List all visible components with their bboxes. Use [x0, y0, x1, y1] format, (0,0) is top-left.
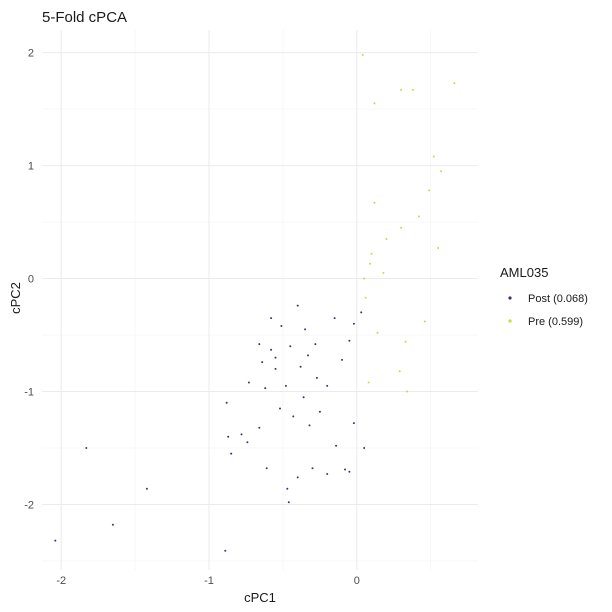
- data-point: [364, 296, 367, 299]
- y-tick-label: 1: [28, 161, 34, 173]
- data-point: [363, 447, 366, 449]
- data-point: [302, 396, 305, 399]
- data-point: [279, 407, 281, 410]
- x-tick-label: -2: [56, 575, 66, 587]
- data-point: [304, 328, 307, 331]
- data-point: [296, 304, 299, 307]
- data-point: [453, 82, 456, 85]
- legend-key-pre: [508, 319, 512, 323]
- data-point: [412, 88, 414, 91]
- data-point: [286, 487, 289, 490]
- data-point: [326, 384, 329, 387]
- data-point: [333, 317, 336, 320]
- x-tick-label: -1: [204, 575, 214, 587]
- data-point: [432, 155, 435, 158]
- data-point: [382, 271, 385, 274]
- data-point: [318, 410, 321, 413]
- data-point: [274, 356, 277, 359]
- data-point: [348, 470, 351, 473]
- data-point: [352, 422, 355, 425]
- data-point: [224, 549, 227, 552]
- data-point: [400, 88, 403, 91]
- data-point: [440, 170, 443, 173]
- data-point: [246, 441, 249, 444]
- data-point: [423, 320, 426, 323]
- data-point: [404, 340, 407, 343]
- data-point: [417, 215, 420, 218]
- data-point: [348, 339, 351, 342]
- legend-label-pre: Pre (0.599): [528, 316, 583, 328]
- data-point: [360, 311, 363, 314]
- data-point: [230, 452, 233, 455]
- data-point: [258, 426, 261, 429]
- data-point: [369, 262, 372, 265]
- data-point: [398, 370, 401, 373]
- data-point: [352, 322, 355, 325]
- data-point: [373, 201, 376, 204]
- y-tick-label: -2: [24, 499, 34, 511]
- data-point: [258, 343, 261, 346]
- data-point: [326, 473, 329, 475]
- y-tick-label: -1: [24, 387, 34, 399]
- data-point: [308, 424, 311, 427]
- x-tick-label: 0: [354, 575, 360, 587]
- axis-ticks: -2 -1 0 -2 -1 0 1 2: [24, 48, 360, 587]
- data-point: [111, 523, 114, 526]
- data-point: [385, 238, 388, 240]
- data-point: [314, 343, 317, 346]
- data-point: [270, 317, 273, 320]
- data-point: [373, 102, 376, 105]
- data-point: [264, 387, 267, 390]
- data-point: [54, 539, 57, 542]
- data-point: [335, 444, 338, 447]
- y-tick-label: 2: [28, 48, 34, 60]
- data-point: [307, 354, 309, 357]
- data-point: [145, 487, 148, 490]
- legend-title: AML035: [500, 265, 548, 280]
- data-point: [428, 189, 431, 192]
- data-point: [225, 401, 228, 404]
- chart-title: 5-Fold cPCA: [42, 9, 127, 26]
- y-axis-label: cPC2: [8, 282, 23, 314]
- y-tick-label: 0: [28, 274, 34, 286]
- data-point: [265, 467, 268, 470]
- data-point: [296, 476, 299, 479]
- data-point: [367, 381, 370, 384]
- data-points: [54, 53, 456, 552]
- data-point: [274, 367, 277, 370]
- data-point: [370, 252, 373, 255]
- data-point: [400, 226, 403, 229]
- data-point: [437, 247, 440, 249]
- data-point: [299, 365, 302, 368]
- data-point: [376, 331, 379, 334]
- data-point: [227, 435, 230, 438]
- data-point: [287, 501, 290, 504]
- legend-label-post: Post (0.068): [528, 293, 588, 305]
- x-axis-label: cPC1: [244, 590, 276, 605]
- data-point: [315, 376, 318, 379]
- legend: AML035 Post (0.068) Pre (0.599): [500, 265, 588, 328]
- data-point: [406, 390, 409, 393]
- data-point: [363, 277, 366, 280]
- data-point: [247, 381, 250, 384]
- plot-grid: [42, 30, 478, 570]
- data-point: [85, 447, 88, 449]
- data-point: [344, 468, 346, 471]
- data-point: [289, 345, 292, 348]
- data-point: [284, 384, 287, 387]
- data-point: [361, 53, 364, 56]
- legend-key-post: [508, 296, 512, 300]
- data-point: [292, 415, 295, 418]
- data-point: [270, 348, 273, 351]
- data-point: [280, 325, 283, 327]
- data-point: [311, 467, 314, 470]
- data-point: [261, 361, 264, 364]
- data-point: [341, 358, 343, 361]
- data-point: [240, 433, 243, 436]
